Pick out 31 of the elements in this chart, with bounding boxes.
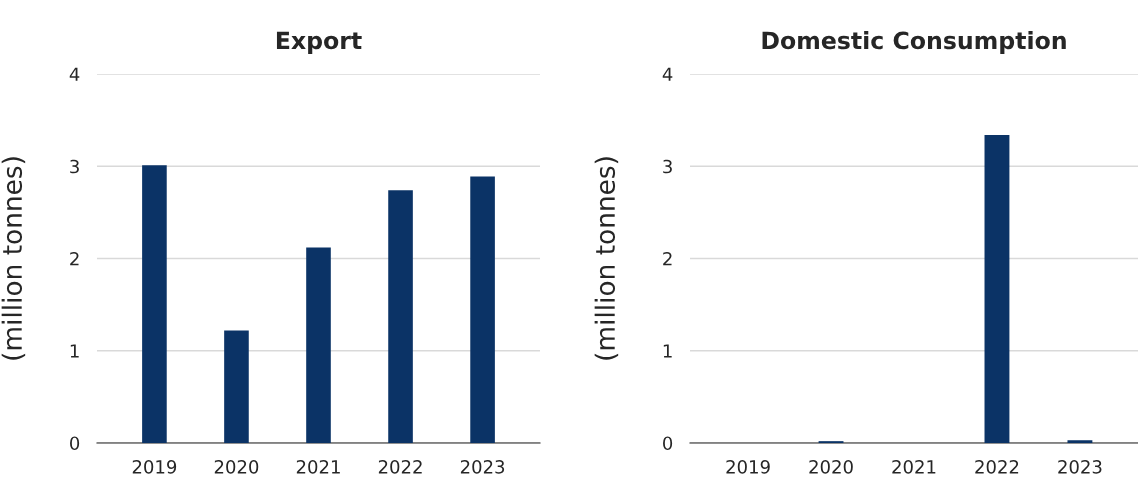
bar [388, 190, 413, 443]
chart-title: Domestic Consumption [762, 31, 1066, 54]
bar [984, 134, 1010, 443]
y-tick-label: 1 [663, 344, 672, 358]
y-tick-label: 2 [70, 251, 79, 266]
y-axis-title: (million tonnes) [594, 157, 619, 360]
y-tick-label: 3 [663, 159, 672, 174]
x-tick-label: 2019 [132, 459, 177, 474]
y-tick-label: 2 [663, 251, 672, 266]
y-tick-label: 0 [70, 436, 80, 451]
x-tick-label: 2023 [1058, 459, 1102, 474]
x-tick-label: 2021 [892, 459, 936, 474]
x-tick-label: 2022 [378, 459, 422, 474]
bar [470, 176, 495, 443]
chart-title: Export [276, 31, 362, 54]
y-tick-label: 0 [663, 436, 673, 451]
y-tick-label: 3 [70, 159, 79, 174]
y-tick-label: 4 [69, 67, 80, 81]
y-tick-label: 4 [662, 67, 673, 81]
bar [224, 330, 249, 443]
x-tick-label: 2020 [809, 459, 853, 474]
x-tick-label: 2020 [214, 459, 259, 474]
x-tick-label: 2022 [975, 459, 1019, 474]
y-tick-label: 1 [70, 344, 79, 358]
bar [1067, 440, 1093, 443]
y-axis-title: (million tonnes) [1, 157, 26, 360]
bar [142, 165, 167, 443]
x-tick-label: 2023 [460, 459, 505, 474]
bar [306, 247, 331, 443]
x-tick-label: 2019 [726, 459, 770, 474]
x-tick-label: 2021 [296, 459, 340, 474]
